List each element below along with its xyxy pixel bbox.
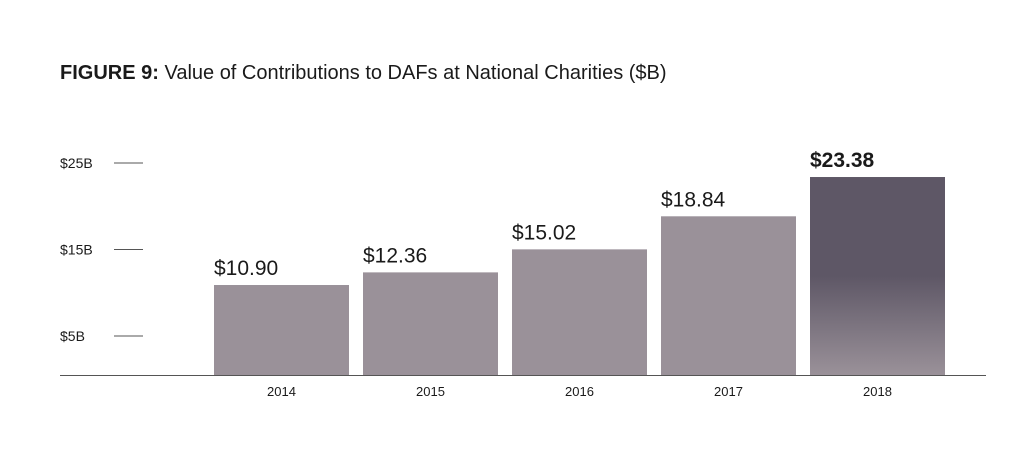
- y-tick-label: $5B: [60, 328, 85, 344]
- value-label-2016: $15.02: [512, 221, 576, 244]
- bar-2017: [661, 216, 796, 375]
- x-tick-label: 2014: [267, 384, 296, 399]
- x-tick-label: 2016: [565, 384, 594, 399]
- value-label-2017: $18.84: [661, 188, 726, 211]
- figure-caption: Value of Contributions to DAFs at Nation…: [158, 62, 667, 84]
- value-label-2015: $12.36: [363, 244, 427, 267]
- value-label-2014: $10.90: [214, 257, 278, 280]
- bar-2015: [363, 272, 498, 375]
- x-tick-label: 2017: [714, 384, 743, 399]
- bars: [214, 177, 945, 375]
- figure-number: FIGURE 9:: [60, 62, 159, 84]
- x-axis: 2014 2015 2016 2017 2018: [60, 375, 986, 399]
- chart-title: FIGURE 9: Value of Contributions to DAFs…: [60, 62, 667, 85]
- x-tick-label: 2018: [863, 384, 892, 399]
- y-tick-label: $15B: [60, 242, 93, 258]
- bar-2018: [810, 177, 945, 375]
- value-label-2018: $23.38: [810, 149, 875, 172]
- bar-2016: [512, 249, 647, 375]
- value-labels: $10.90 $12.36 $15.02 $18.84 $23.38: [214, 149, 875, 280]
- y-tick-label: $25B: [60, 155, 93, 171]
- y-axis: $5B $15B $25B: [60, 155, 143, 344]
- x-tick-label: 2015: [416, 384, 445, 399]
- bar-2014: [214, 285, 349, 375]
